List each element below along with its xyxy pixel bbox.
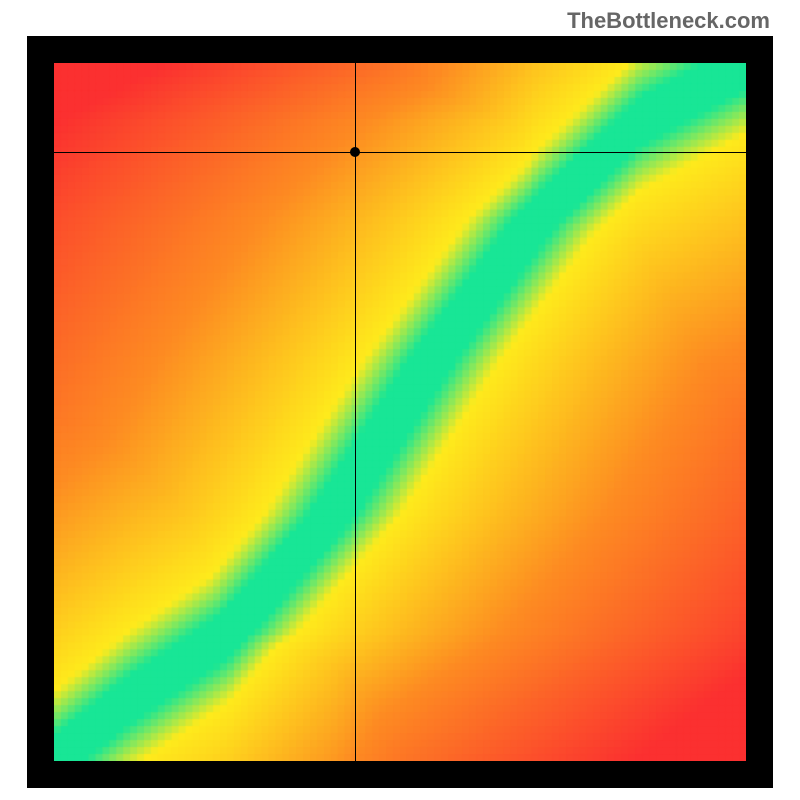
crosshair-horizontal bbox=[54, 152, 746, 153]
heatmap-canvas bbox=[54, 63, 746, 761]
watermark-text: TheBottleneck.com bbox=[567, 8, 770, 34]
crosshair-marker bbox=[350, 147, 360, 157]
chart-container: TheBottleneck.com bbox=[0, 0, 800, 800]
crosshair-vertical bbox=[355, 63, 356, 761]
